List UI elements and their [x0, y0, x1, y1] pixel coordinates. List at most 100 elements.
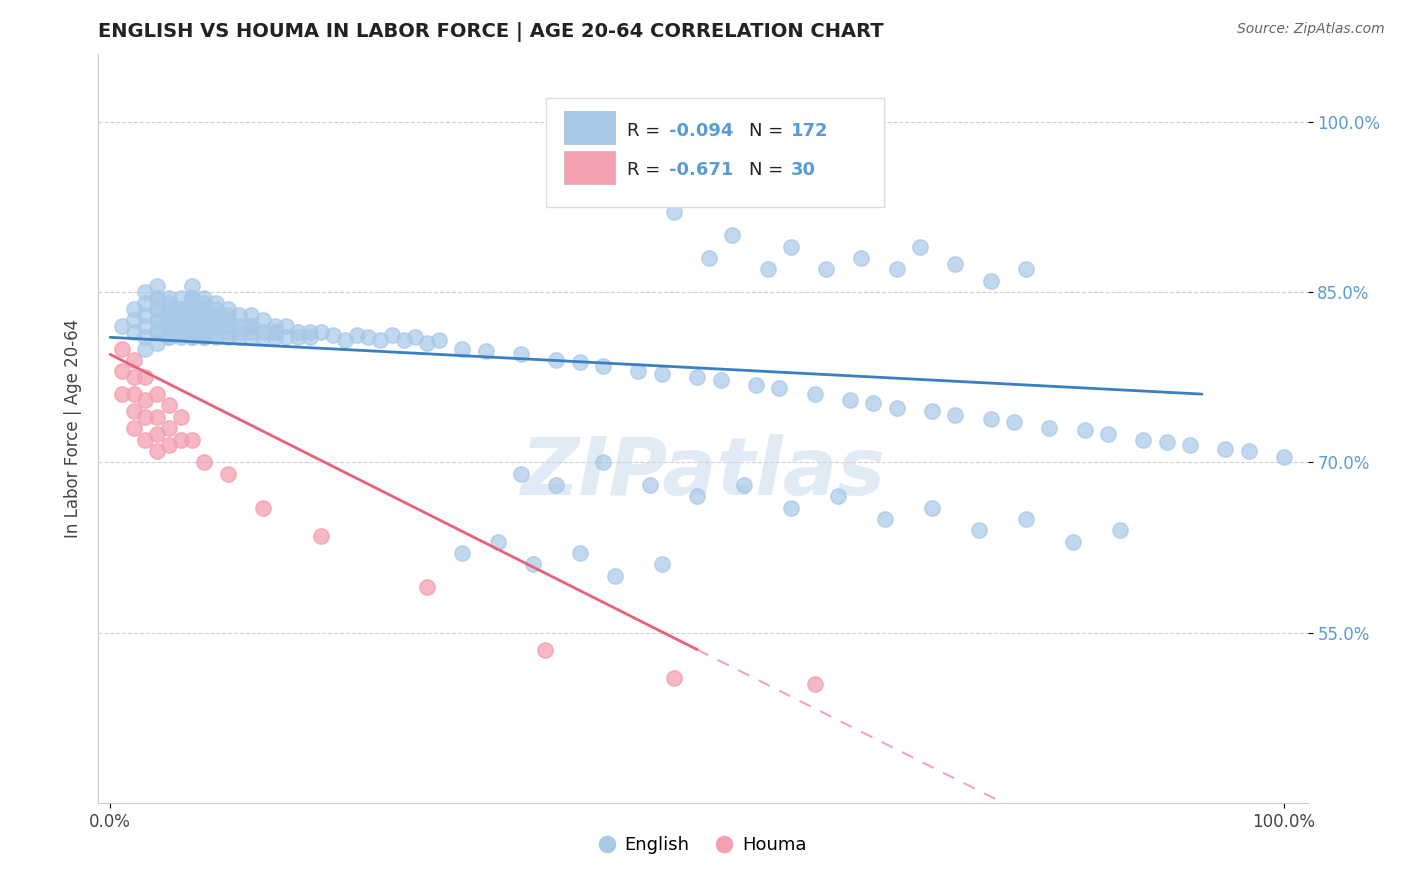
Point	[193, 301, 215, 316]
Point	[157, 318, 180, 333]
Point	[146, 409, 169, 424]
Point	[193, 325, 215, 339]
Point	[228, 330, 250, 344]
Text: -0.094: -0.094	[669, 121, 734, 140]
Text: 30: 30	[792, 161, 817, 179]
Point	[169, 318, 191, 333]
Point	[346, 328, 368, 343]
Point	[1015, 262, 1038, 277]
Point	[181, 325, 204, 339]
Point	[134, 318, 156, 333]
Point	[181, 313, 204, 327]
Point	[157, 301, 180, 316]
Point	[169, 308, 191, 322]
Point	[217, 308, 239, 322]
Point	[157, 399, 180, 413]
Point	[1038, 421, 1060, 435]
Point	[122, 325, 145, 339]
Point	[510, 467, 533, 481]
Point	[181, 301, 204, 316]
Point	[416, 336, 439, 351]
Point	[1132, 433, 1154, 447]
Point	[686, 489, 709, 503]
Point	[298, 330, 321, 344]
Point	[603, 568, 626, 582]
Point	[181, 313, 204, 327]
Point	[122, 353, 145, 368]
Point	[815, 262, 838, 277]
Point	[886, 262, 908, 277]
Point	[134, 285, 156, 299]
Point	[333, 333, 356, 347]
Point	[980, 412, 1002, 426]
Point	[228, 325, 250, 339]
Point	[862, 396, 884, 410]
Point	[522, 558, 544, 572]
Point	[638, 478, 661, 492]
Point	[392, 333, 415, 347]
Point	[217, 301, 239, 316]
Point	[1156, 434, 1178, 449]
Point	[157, 421, 180, 435]
Point	[122, 370, 145, 384]
Point	[134, 330, 156, 344]
FancyBboxPatch shape	[546, 98, 884, 207]
Point	[146, 325, 169, 339]
Point	[592, 359, 614, 373]
Text: 172: 172	[792, 121, 828, 140]
Point	[240, 325, 263, 339]
Point	[181, 433, 204, 447]
Point	[134, 433, 156, 447]
Point	[475, 343, 498, 358]
Point	[252, 330, 274, 344]
Point	[1062, 534, 1084, 549]
Text: N =: N =	[749, 161, 789, 179]
Point	[980, 274, 1002, 288]
Point	[217, 330, 239, 344]
Point	[146, 336, 169, 351]
Point	[122, 404, 145, 418]
Point	[768, 381, 790, 395]
Point	[838, 392, 860, 407]
Point	[451, 342, 474, 356]
Point	[169, 433, 191, 447]
Point	[169, 301, 191, 316]
Point	[217, 325, 239, 339]
Point	[181, 325, 204, 339]
Point	[111, 364, 134, 378]
Point	[111, 342, 134, 356]
Point	[122, 301, 145, 316]
Point	[686, 370, 709, 384]
Point	[146, 313, 169, 327]
Point	[697, 251, 720, 265]
Point	[181, 301, 204, 316]
Point	[122, 313, 145, 327]
Point	[263, 325, 285, 339]
Point	[157, 330, 180, 344]
Point	[568, 546, 591, 560]
Point	[146, 301, 169, 316]
Point	[1180, 438, 1202, 452]
FancyBboxPatch shape	[564, 151, 614, 184]
Point	[252, 500, 274, 515]
Point	[122, 421, 145, 435]
Point	[217, 467, 239, 481]
Point	[568, 355, 591, 369]
Point	[546, 353, 568, 368]
Text: ENGLISH VS HOUMA IN LABOR FORCE | AGE 20-64 CORRELATION CHART: ENGLISH VS HOUMA IN LABOR FORCE | AGE 20…	[98, 21, 884, 42]
Point	[217, 318, 239, 333]
Point	[146, 443, 169, 458]
Point	[287, 330, 309, 344]
Point	[228, 308, 250, 322]
Point	[627, 364, 650, 378]
Text: R =: R =	[627, 161, 666, 179]
Point	[181, 308, 204, 322]
Point	[381, 328, 404, 343]
Point	[193, 318, 215, 333]
Point	[803, 676, 825, 690]
Point	[1073, 424, 1095, 438]
Point	[662, 671, 685, 685]
Point	[193, 330, 215, 344]
Point	[311, 325, 333, 339]
Point	[263, 330, 285, 344]
